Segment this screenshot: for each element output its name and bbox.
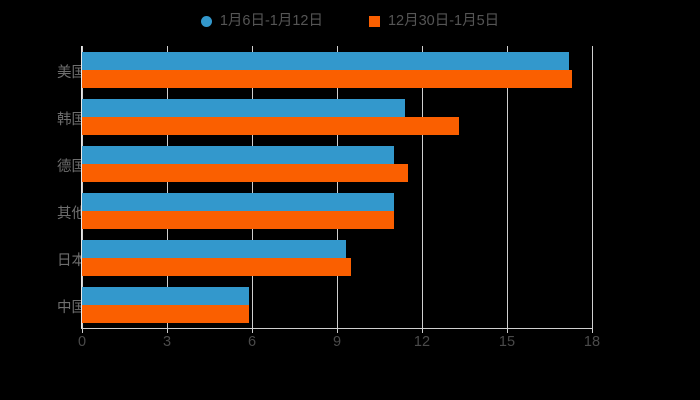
y-axis-category-label: 中国 (57, 299, 86, 316)
legend-label: 1月6日-1月12日 (219, 12, 323, 29)
x-tick-mark (82, 328, 83, 333)
bar-series-2[interactable] (82, 257, 352, 276)
bar-series-2[interactable] (82, 210, 394, 229)
x-axis-tick-label: 12 (413, 334, 431, 350)
x-axis-tick-label: 18 (583, 334, 601, 350)
legend-entry[interactable]: 12月30日-1月5日 (368, 12, 500, 29)
y-axis-category-label: 韩国 (57, 111, 86, 128)
bar-series-2[interactable] (82, 116, 459, 135)
y-axis-category-label: 德国 (57, 158, 86, 175)
bar-series-2[interactable] (82, 304, 250, 323)
square-marker-icon (368, 15, 380, 27)
x-axis-tick-label: 0 (77, 334, 87, 350)
x-tick-mark (422, 328, 423, 333)
legend-label: 12月30日-1月5日 (387, 12, 500, 29)
bar-series-1[interactable] (82, 98, 405, 117)
x-tick-mark (167, 328, 168, 333)
x-gridline (252, 46, 253, 328)
x-axis-tick-label: 15 (498, 334, 516, 350)
plot-area (81, 46, 593, 333)
bar-series-1[interactable] (82, 192, 394, 211)
bar-series-1[interactable] (82, 286, 250, 305)
x-gridline (337, 46, 338, 328)
x-gridline (82, 46, 83, 328)
x-tick-mark (507, 328, 508, 333)
x-gridline (422, 46, 423, 328)
y-axis-category-label: 美国 (57, 64, 86, 81)
x-tick-mark (337, 328, 338, 333)
bar-series-1[interactable] (82, 51, 570, 70)
circle-marker-icon (200, 15, 212, 27)
y-axis-category-label: 日本 (57, 252, 86, 269)
x-tick-mark (252, 328, 253, 333)
y-axis-category-label: 其他 (57, 205, 86, 222)
x-axis-tick-label: 3 (162, 334, 172, 350)
bar-series-2[interactable] (82, 69, 573, 88)
bar-series-1[interactable] (82, 239, 346, 258)
bar-series-1[interactable] (82, 145, 394, 164)
x-gridline (507, 46, 508, 328)
x-axis-tick-label: 6 (247, 334, 257, 350)
x-tick-mark (592, 328, 593, 333)
legend-entry[interactable]: 1月6日-1月12日 (200, 12, 323, 29)
x-axis-tick-label: 9 (332, 334, 342, 350)
x-gridline (167, 46, 168, 328)
bar-series-2[interactable] (82, 163, 408, 182)
chart-legend: 1月6日-1月12日 12月30日-1月5日 (0, 8, 700, 34)
y-axis-line (81, 46, 82, 328)
x-gridline (592, 46, 593, 328)
